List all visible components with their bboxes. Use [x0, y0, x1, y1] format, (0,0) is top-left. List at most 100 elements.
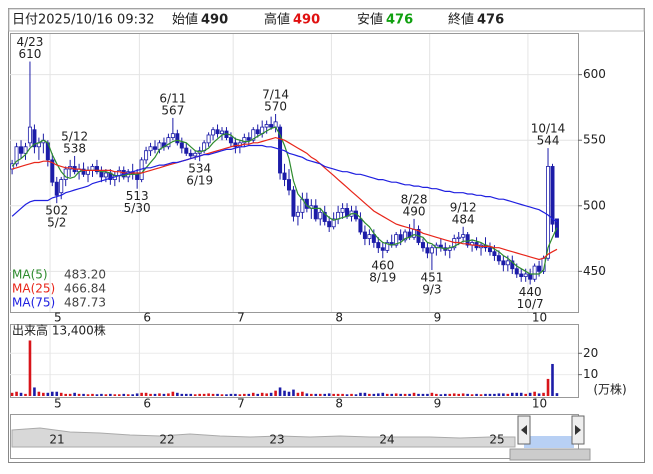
annotation-price: 534 [188, 162, 211, 176]
volume-bar [91, 393, 94, 396]
volume-bar [537, 393, 541, 396]
candle-body [452, 238, 457, 249]
candle-body [376, 242, 381, 249]
volume-bar [484, 393, 487, 396]
high-value: 490 [293, 13, 320, 28]
volume-bar [385, 393, 389, 396]
navigator [10, 414, 591, 461]
candle-body [492, 251, 497, 257]
volume-bar [274, 390, 277, 396]
candle-body [246, 137, 251, 141]
candle-body [537, 265, 542, 272]
volume-bar [528, 392, 532, 396]
x-tick-label: 5 [54, 397, 62, 411]
volume-bar [296, 392, 300, 396]
annotation-date: 5/2 [47, 216, 66, 230]
candle-body [233, 142, 238, 148]
candle-body [211, 129, 216, 136]
volume-bar [287, 391, 291, 396]
y-tick-label: 550 [583, 133, 606, 147]
navigator-label: 22 [159, 433, 174, 447]
volume-bar [278, 387, 282, 396]
volume-bar [220, 394, 224, 396]
ma-line [11, 144, 558, 223]
volume-bar [488, 393, 492, 396]
volume-bar [243, 393, 246, 396]
volume-bar [126, 394, 130, 396]
legend-value: 487.73 [64, 296, 106, 310]
legend-name: MA(25) [12, 282, 55, 296]
candle-body [144, 150, 149, 161]
candle-body [367, 234, 372, 239]
candle-body [523, 273, 528, 277]
handle-arrow [575, 425, 581, 435]
volume-bar [260, 392, 264, 396]
volume-bar [399, 393, 402, 396]
volume-bar [439, 394, 443, 396]
volume-bar [225, 394, 228, 396]
volume-bar [15, 391, 18, 396]
volume-bar [394, 393, 398, 396]
annotation-price: 538 [63, 141, 86, 155]
navigator-label: 25 [489, 433, 504, 447]
volume-bar [234, 393, 237, 396]
volume-bar [149, 393, 152, 396]
scrollbar[interactable] [509, 448, 591, 461]
volume-bar [86, 394, 90, 396]
volume-bar [435, 393, 438, 396]
volume-bar [466, 393, 469, 396]
volume-bar [310, 393, 313, 396]
volume-bar [135, 393, 139, 396]
volume-bar [46, 392, 50, 396]
annotation-price: 451 [420, 271, 443, 285]
volume-bar [50, 391, 54, 396]
legend-value: 466.84 [64, 282, 106, 296]
candle-body [188, 152, 193, 157]
volume-bar [412, 392, 416, 396]
volume-bar [470, 394, 474, 396]
volume-bar [524, 393, 527, 396]
volume-bar [37, 391, 41, 396]
navigator-label: 24 [379, 433, 394, 447]
candle-body [63, 168, 68, 180]
candle-body [193, 152, 198, 157]
volume-bar [140, 392, 143, 396]
candle-body [81, 168, 86, 175]
volume-bar [341, 393, 344, 396]
volume-bar [502, 393, 505, 396]
close-value: 476 [477, 13, 504, 28]
volume-bar [238, 394, 242, 396]
candle-body [242, 137, 247, 144]
candle-body [519, 273, 524, 277]
annotation-price: 513 [126, 189, 149, 203]
volume-bar [167, 393, 170, 396]
candle-body [54, 181, 59, 196]
volume-bar [109, 393, 112, 396]
candle-body [496, 255, 501, 262]
candle-body [291, 189, 296, 217]
volume-bar [372, 393, 376, 396]
candle-body [99, 171, 104, 178]
volume-bar [452, 393, 456, 396]
low-label: 安値 [357, 12, 383, 28]
legend-value: 483.20 [64, 268, 106, 282]
open-value: 490 [201, 13, 228, 28]
candle-body [327, 221, 332, 228]
candle-body [425, 247, 430, 254]
volume-bar [555, 393, 559, 396]
candle-body [228, 137, 233, 144]
handle-arrow [521, 425, 527, 435]
candle-body [264, 124, 269, 128]
candle-body [19, 146, 24, 154]
candle-body [50, 159, 55, 183]
candle-body [175, 133, 180, 144]
candle-body [505, 260, 510, 266]
candle-body [362, 231, 367, 239]
close-label: 終値 [448, 12, 474, 28]
navigator-selection[interactable] [524, 436, 574, 448]
legend-name: MA(75) [12, 296, 55, 310]
volume-unit: (万株) [593, 382, 626, 397]
volume-bar [55, 391, 59, 396]
x-tick-label: 10 [532, 311, 547, 325]
navigator-area [11, 427, 516, 448]
